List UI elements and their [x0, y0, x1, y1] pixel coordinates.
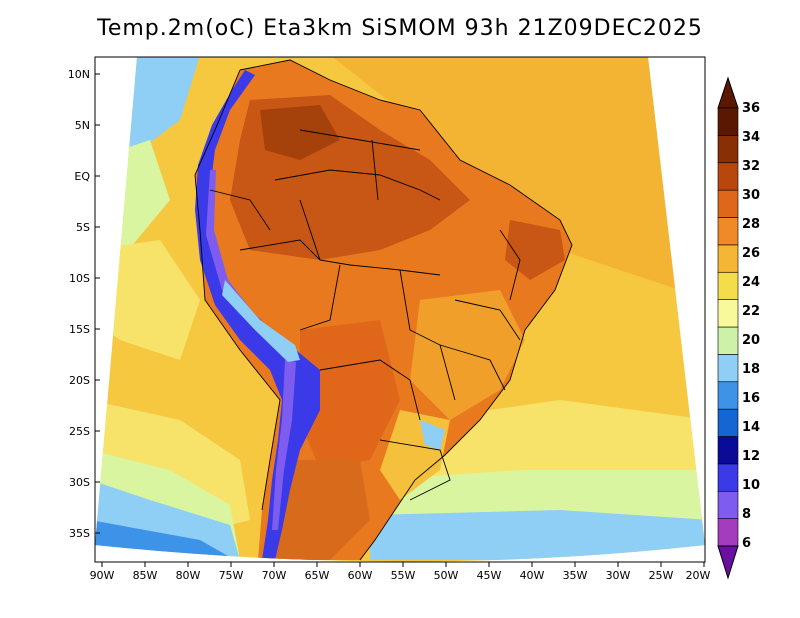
lat-label: 5S	[76, 221, 90, 234]
lon-label: 45W	[477, 569, 502, 582]
lat-label: 10N	[68, 68, 90, 81]
colorbar-label: 36	[742, 101, 760, 116]
lat-label: EQ	[74, 170, 90, 183]
lon-label: 20W	[686, 569, 711, 582]
colorbar-under-arrow	[717, 545, 739, 580]
chaco-hot	[300, 320, 400, 470]
lon-label: 35W	[563, 569, 588, 582]
colorbar-cell	[717, 490, 739, 519]
lon-label: 30W	[606, 569, 631, 582]
colorbar-cells	[717, 107, 739, 547]
lat-label: 15S	[69, 323, 90, 336]
colorbar-labels: 36 34 32 30 28 26 24 22 20 18 16 14 12 1…	[742, 101, 760, 551]
latitude-axis: 10N 5N EQ 5S 10S 15S 20S 25S 30S 35S	[68, 68, 100, 540]
colorbar-over-arrow	[717, 76, 739, 109]
colorbar-cell	[717, 408, 739, 437]
colorbar-cell	[717, 463, 739, 492]
lon-label: 25W	[649, 569, 674, 582]
colorbar-cell	[717, 217, 739, 246]
colorbar-cell	[717, 436, 739, 465]
colorbar-cell	[717, 244, 739, 273]
colorbar-label: 24	[742, 275, 760, 290]
lon-label: 85W	[133, 569, 158, 582]
central-plateau-mild	[410, 290, 525, 420]
lon-label: 40W	[520, 569, 545, 582]
pampas-hot	[270, 460, 370, 560]
venezuela-hottest	[260, 105, 340, 160]
colorbar-cell	[717, 271, 739, 300]
map-title: Temp.2m(oC) Eta3km SiSMOM 93h 21Z09DEC20…	[97, 16, 703, 41]
colorbar-cell	[717, 189, 739, 218]
lon-label: 55W	[391, 569, 416, 582]
lon-label: 50W	[434, 569, 459, 582]
lat-label: 30S	[69, 476, 90, 489]
lon-label: 70W	[262, 569, 287, 582]
colorbar-cell	[717, 354, 739, 383]
colorbar-label: 30	[742, 188, 760, 203]
colorbar-label: 28	[742, 217, 760, 232]
colorbar-label: 6	[742, 536, 751, 551]
colorbar-cell	[717, 107, 739, 136]
colorbar: 36 34 32 30 28 26 24 22 20 18 16 14 12 1…	[717, 76, 760, 580]
colorbar-cell	[717, 518, 739, 547]
lon-label: 60W	[348, 569, 373, 582]
colorbar-label: 20	[742, 333, 760, 348]
colorbar-label: 10	[742, 478, 760, 493]
colorbar-label: 32	[742, 159, 760, 174]
lat-label: 35S	[69, 527, 90, 540]
lat-label: 20S	[69, 374, 90, 387]
altiplano-cool	[222, 280, 300, 362]
lon-label: 80W	[176, 569, 201, 582]
northeast-hot	[505, 220, 565, 280]
colorbar-label: 12	[742, 449, 760, 464]
colorbar-label: 22	[742, 304, 760, 319]
colorbar-label: 14	[742, 420, 760, 435]
temperature-field	[95, 57, 705, 562]
colorbar-cell	[717, 381, 739, 410]
lat-label: 10S	[69, 272, 90, 285]
colorbar-cell	[717, 135, 739, 164]
lat-label: 5N	[75, 119, 90, 132]
country-borders	[194, 59, 573, 561]
colorbar-label: 18	[742, 362, 760, 377]
colorbar-label: 34	[742, 130, 760, 145]
colorbar-label: 16	[742, 391, 760, 406]
colorbar-cell	[717, 162, 739, 191]
colorbar-cell	[717, 299, 739, 328]
serra-cool	[420, 420, 445, 450]
colorbar-cell	[717, 326, 739, 355]
colorbar-label: 26	[742, 246, 760, 261]
lon-label: 90W	[90, 569, 115, 582]
lat-label: 25S	[69, 425, 90, 438]
longitude-axis: 90W 85W 80W 75W 70W 65W 60W 55W 50W 45W …	[90, 562, 711, 582]
lon-label: 65W	[305, 569, 330, 582]
atlantic-south-cool	[370, 510, 705, 560]
lon-label: 75W	[219, 569, 244, 582]
colorbar-label: 8	[742, 507, 751, 522]
map-frame	[94, 56, 706, 563]
